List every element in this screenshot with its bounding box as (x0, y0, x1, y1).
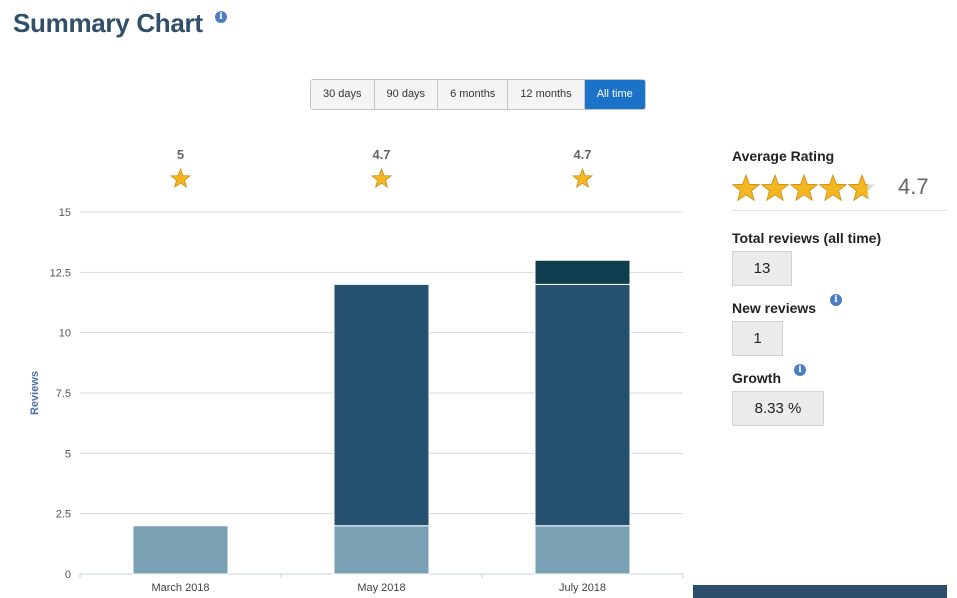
x-tick-label: May 2018 (357, 582, 405, 594)
y-tick-label: 2.5 (56, 509, 71, 521)
bar-segment[interactable] (534, 259, 631, 285)
bar-segment[interactable] (333, 283, 430, 527)
range-button-90-days[interactable]: 90 days (374, 80, 439, 109)
star-icon (370, 167, 393, 189)
star-icon (732, 173, 760, 202)
range-button-30-days[interactable]: 30 days (311, 80, 375, 109)
average-rating-label: Average Rating (732, 148, 835, 164)
y-tick-label: 15 (59, 207, 71, 219)
bar-segment[interactable] (132, 525, 229, 575)
star-icon (761, 173, 789, 202)
total-reviews-value: 13 (732, 251, 792, 286)
y-tick-label: 7.5 (56, 388, 71, 400)
reviews-chart: 0 2.5 5 7.5 10 12.5 15 Reviews March 2018 5 May 20… (29, 147, 684, 594)
x-tick-label: July 2018 (559, 582, 606, 594)
x-tick-label: March 2018 (151, 582, 209, 594)
y-tick-label: 10 (59, 328, 71, 340)
y-tick-label: 12.5 (50, 267, 71, 279)
rating-label: 4.7 (372, 147, 390, 162)
star-icon (819, 173, 847, 202)
new-reviews-value: 1 (732, 321, 783, 356)
total-reviews-label: Total reviews (all time) (732, 230, 882, 246)
page-title: Summary Chart (13, 8, 203, 38)
range-button-6-months[interactable]: 6 months (438, 80, 509, 109)
bar-segment[interactable] (534, 525, 631, 575)
star-icon (169, 167, 192, 189)
y-axis-label: Reviews (29, 371, 41, 415)
new-reviews-label: New reviews (732, 300, 817, 316)
star-icon (571, 167, 594, 189)
bottom-bar (693, 585, 947, 598)
y-tick-label: 5 (65, 448, 71, 460)
range-selector: 30 days 90 days 6 months 12 months All time (310, 79, 646, 110)
rating-label: 4.7 (573, 147, 591, 162)
average-rating-stars (732, 173, 876, 202)
average-rating-value: 4.7 (898, 174, 929, 199)
growth-label: Growth (732, 370, 781, 386)
range-button-12-months[interactable]: 12 months (508, 80, 585, 109)
title-info-icon[interactable]: i (215, 11, 227, 23)
rating-label: 5 (177, 147, 184, 162)
growth-info-icon[interactable]: i (794, 364, 806, 376)
star-icon (848, 173, 868, 202)
range-button-all-time[interactable]: All time (584, 80, 645, 109)
star-icon (790, 173, 818, 202)
y-tick-label: 0 (65, 569, 71, 581)
growth-value: 8.33 % (732, 391, 824, 426)
divider (732, 210, 947, 211)
new-reviews-info-icon[interactable]: i (830, 294, 842, 306)
bar-segment[interactable] (534, 283, 631, 527)
bar-segment[interactable] (333, 525, 430, 575)
